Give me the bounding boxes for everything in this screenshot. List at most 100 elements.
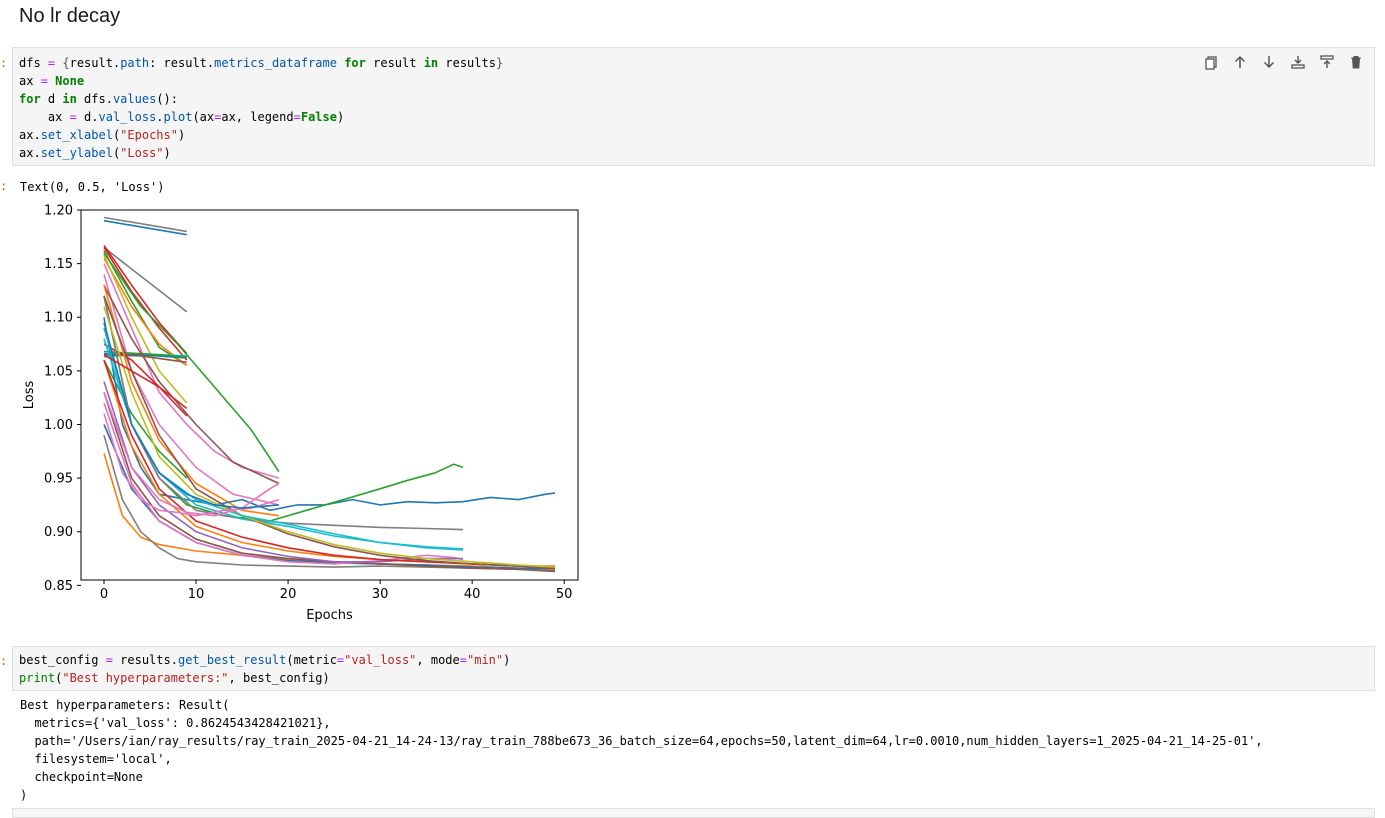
series-line-15 <box>103 343 188 417</box>
cell-2-input-prompt: : <box>0 654 8 668</box>
insert-below-icon[interactable] <box>1315 52 1339 72</box>
series-line-4 <box>103 247 188 361</box>
code-cell-1-source[interactable]: dfs = {result.path: result.metrics_dataf… <box>19 54 503 162</box>
code-token: = <box>40 74 48 88</box>
code-line: ax.set_xlabel("Epochs") <box>19 126 503 144</box>
code-token: for <box>344 56 366 70</box>
code-token: dfs. <box>76 92 113 106</box>
code-token: "Loss" <box>120 146 164 160</box>
y-tick-label: 1.10 <box>44 311 73 326</box>
code-token: plot <box>163 110 193 124</box>
series-line-37 <box>103 354 188 410</box>
code-line: ax = d.val_loss.plot(ax=ax, legend=False… <box>19 108 503 126</box>
code-token: ) <box>336 110 345 124</box>
code-token: ax. <box>19 146 41 160</box>
code-token: best_config <box>19 653 106 667</box>
output-line: path='/Users/ian/ray_results/ray_train_2… <box>20 734 1263 748</box>
code-token: "Epochs" <box>120 128 178 142</box>
code-cell-3[interactable] <box>12 808 1375 818</box>
code-token: (ax <box>192 110 215 124</box>
insert-above-icon[interactable] <box>1286 52 1310 72</box>
arrow-up-icon[interactable] <box>1228 52 1252 72</box>
code-token: "Best hyperparameters:" <box>62 671 229 685</box>
series-line-7 <box>103 254 188 404</box>
code-token: (): <box>156 92 178 106</box>
code-token: = <box>293 110 301 124</box>
code-token: result <box>365 56 424 70</box>
code-token: d <box>40 92 63 106</box>
x-tick-label: 50 <box>556 587 573 602</box>
series-line-35 <box>103 392 280 517</box>
code-token: } <box>495 56 504 70</box>
code-token: ax, legend <box>221 110 294 124</box>
code-line: dfs = {result.path: result.metrics_dataf… <box>19 54 503 72</box>
code-token: ( <box>112 146 121 160</box>
code-cell-2[interactable]: best_config = results.get_best_result(me… <box>12 646 1375 691</box>
series-line-18 <box>103 359 188 479</box>
code-line: print("Best hyperparameters:", best_conf… <box>19 669 510 687</box>
series-line-26 <box>103 392 556 573</box>
code-cell-1[interactable]: dfs = {result.path: result.metrics_dataf… <box>12 47 1375 166</box>
series-line-8 <box>103 252 280 473</box>
code-token: results. <box>112 653 178 667</box>
x-tick-label: 20 <box>280 587 297 602</box>
code-token: val_loss <box>98 110 157 124</box>
code-token: set_ylabel <box>40 146 113 160</box>
code-token: get_best_result <box>177 653 287 667</box>
series-line-21 <box>103 295 464 531</box>
code-token: : result. <box>149 56 215 70</box>
code-token: "val_loss" <box>344 653 417 667</box>
series-line-0 <box>103 219 187 236</box>
series-line-9 <box>103 263 280 479</box>
trash-icon[interactable] <box>1344 52 1368 72</box>
y-tick-label: 1.05 <box>44 364 73 379</box>
code-token: { <box>62 56 70 70</box>
section-heading: No lr decay <box>19 5 121 27</box>
code-cell-2-source[interactable]: best_config = results.get_best_result(me… <box>19 651 510 687</box>
arrow-down-icon[interactable] <box>1257 52 1281 72</box>
copy-icon[interactable] <box>1199 52 1223 72</box>
code-token: = <box>336 653 345 667</box>
code-token: "min" <box>467 653 504 667</box>
code-token: values <box>112 92 157 106</box>
code-token: False <box>300 110 337 124</box>
code-token: = <box>214 110 222 124</box>
cell-2-output-text: Best hyperparameters: Result( metrics={'… <box>20 696 1263 804</box>
code-token: , best_config) <box>228 671 330 685</box>
output-line: Best hyperparameters: Result( <box>20 698 230 712</box>
code-token: result <box>69 56 113 70</box>
series-line-31 <box>103 295 556 569</box>
val-loss-line-chart: 0 10 20 30 40 50 0.85 0.90 0.95 1.00 1.05 1.10 1.15 1… <box>22 204 579 623</box>
series-line-3 <box>103 244 188 355</box>
code-token: = <box>459 653 467 667</box>
y-tick-label: 1.00 <box>44 418 73 433</box>
code-token: None <box>55 74 85 88</box>
x-axis-label: Epochs <box>306 608 353 623</box>
code-token: results <box>438 56 496 70</box>
code-token: . <box>156 110 164 124</box>
code-token: in <box>423 56 439 70</box>
code-token: = <box>105 653 113 667</box>
x-tick-label: 30 <box>372 587 389 602</box>
code-token: , mode <box>416 653 460 667</box>
code-token: (metric <box>286 653 337 667</box>
code-token: ( <box>112 128 121 142</box>
code-line: for d in dfs.values(): <box>19 90 503 108</box>
code-token: print <box>19 671 56 685</box>
series-line-2 <box>103 246 188 313</box>
x-tick-label: 0 <box>100 587 108 602</box>
code-token: = <box>47 56 56 70</box>
output-line: checkpoint=None <box>20 770 143 784</box>
x-tick-label: 10 <box>188 587 205 602</box>
y-axis-label: Loss <box>22 381 37 410</box>
y-tick-label: 1.20 <box>44 204 73 219</box>
code-token: metrics_dataframe <box>214 56 337 70</box>
code-token: ax <box>19 74 41 88</box>
series-line-36 <box>103 322 279 509</box>
cell-1-input-prompt: : <box>0 56 8 70</box>
y-tick-label: 0.95 <box>44 472 73 487</box>
code-token: path <box>120 56 150 70</box>
cell-toolbar <box>1199 52 1368 72</box>
code-line: best_config = results.get_best_result(me… <box>19 651 510 669</box>
output-line: metrics={'val_loss': 0.8624543428421021}… <box>20 716 331 730</box>
